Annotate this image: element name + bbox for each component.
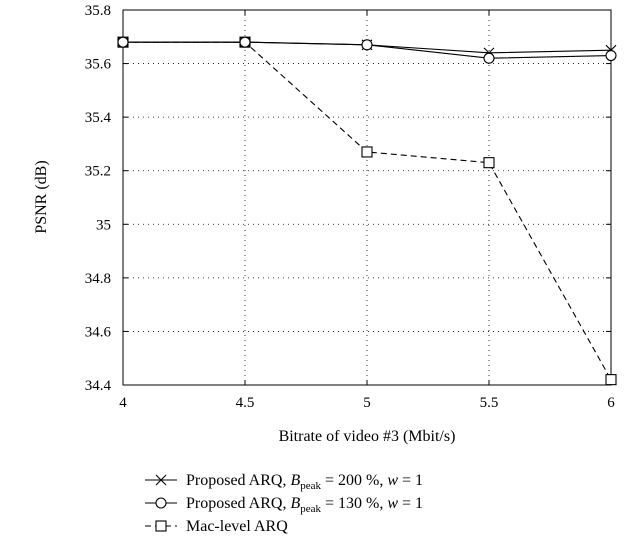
y-tick-label: 35 <box>96 217 111 233</box>
legend-entry-1: Proposed ARQ, Bpeak = 200 %, w = 1 <box>145 472 423 492</box>
legend-text-eq: = 130 %, <box>321 495 387 512</box>
marker-stroke <box>155 474 167 486</box>
legend: Proposed ARQ, Bpeak = 200 %, w = 1Propos… <box>145 472 423 535</box>
data-point <box>239 36 251 48</box>
x-axis-title: Bitrate of video #3 (Mbit/s) <box>279 428 456 445</box>
grid-lines <box>123 10 611 385</box>
legend-text-eq: = 200 %, <box>321 472 387 489</box>
legend-marker <box>155 520 167 532</box>
data-point <box>117 36 129 48</box>
y-axis-title: PSNR (dB) <box>33 160 50 233</box>
legend-text: Mac-level ARQ <box>186 518 288 535</box>
axis-ticks <box>122 9 612 386</box>
data-point <box>605 49 617 62</box>
legend-var: B <box>290 495 300 512</box>
plot-area-frame <box>122 9 612 386</box>
series-group <box>117 36 617 386</box>
y-tick-label: 34.6 <box>85 324 112 340</box>
legend-label: Proposed ARQ, Bpeak = 130 %, w = 1 <box>186 495 423 515</box>
legend-subscript: peak <box>300 480 321 492</box>
legend-entry-3: Mac-level ARQ <box>145 518 288 535</box>
x-tick-label: 5.5 <box>480 395 499 411</box>
data-point <box>361 146 373 158</box>
series-2 <box>117 36 617 64</box>
x-tick-label: 5 <box>363 395 371 411</box>
legend-text-prefix: Proposed ARQ, <box>186 472 290 489</box>
y-tick-label: 35.2 <box>85 164 111 180</box>
legend-text-tail: = 1 <box>398 495 423 512</box>
legend-subscript: peak <box>300 503 321 515</box>
legend-var: B <box>290 472 300 489</box>
legend-marker <box>155 497 167 509</box>
x-tick-label: 6 <box>607 395 615 411</box>
data-point <box>483 52 495 64</box>
legend-label: Proposed ARQ, Bpeak = 200 %, w = 1 <box>186 472 423 492</box>
data-point <box>361 39 373 51</box>
legend-label: Mac-level ARQ <box>186 518 288 535</box>
x-tick-label: 4 <box>119 395 127 411</box>
legend-var-w: w <box>387 472 398 489</box>
data-point <box>483 157 495 169</box>
y-tick-label: 34.8 <box>85 271 111 287</box>
legend-text-tail: = 1 <box>398 472 423 489</box>
y-tick-label: 35.6 <box>85 57 112 73</box>
y-tick-label: 35.4 <box>85 110 112 126</box>
y-tick-label: 35.8 <box>85 3 111 19</box>
tick-labels: 4 4.5 5 5.5 6 34.4 34.6 34.8 35 35.2 35.4 35.6 35.8 <box>85 3 616 411</box>
legend-var-w: w <box>387 495 398 512</box>
x-tick-label: 4.5 <box>236 395 255 411</box>
legend-marker <box>155 474 167 486</box>
y-tick-label: 34.4 <box>85 378 112 394</box>
data-point <box>605 374 617 386</box>
legend-entry-2: Proposed ARQ, Bpeak = 130 %, w = 1 <box>145 495 423 515</box>
legend-text-prefix: Proposed ARQ, <box>186 495 290 512</box>
